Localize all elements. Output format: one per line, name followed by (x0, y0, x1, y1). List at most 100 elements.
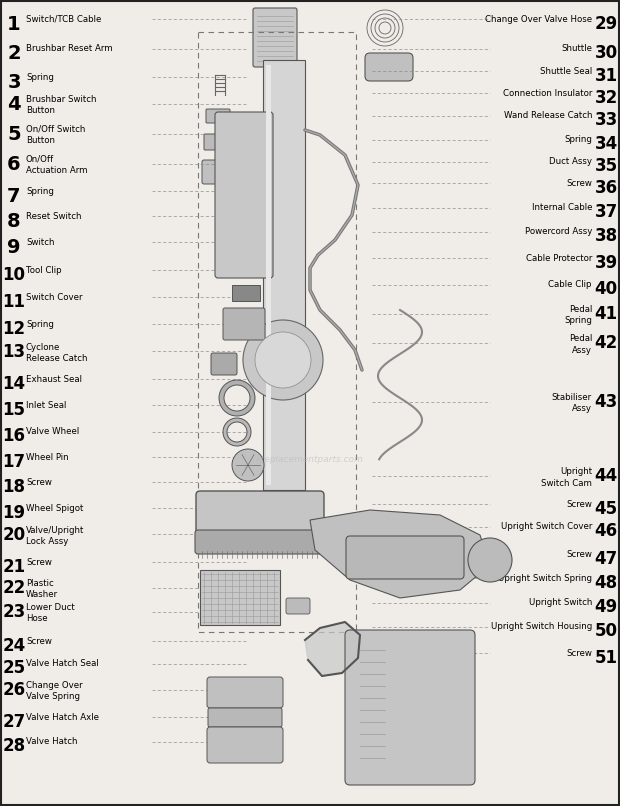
Text: 51: 51 (595, 649, 618, 667)
FancyBboxPatch shape (195, 530, 325, 554)
Text: Cable Protector: Cable Protector (526, 254, 592, 263)
Text: Upright Switch Housing: Upright Switch Housing (491, 622, 592, 631)
Text: 49: 49 (595, 598, 618, 616)
FancyBboxPatch shape (202, 160, 234, 184)
FancyBboxPatch shape (207, 677, 283, 708)
Text: 1: 1 (7, 15, 21, 34)
FancyBboxPatch shape (215, 112, 273, 278)
Bar (200, 570, 280, 625)
Text: 2: 2 (7, 44, 21, 64)
Text: 31: 31 (595, 67, 618, 85)
Text: 3: 3 (7, 73, 20, 92)
Text: Switch: Switch (26, 238, 55, 247)
Text: Upright Switch Cover: Upright Switch Cover (500, 522, 592, 531)
FancyBboxPatch shape (223, 308, 265, 340)
Text: 19: 19 (2, 504, 25, 521)
Text: 24: 24 (2, 637, 25, 654)
FancyBboxPatch shape (253, 8, 297, 67)
Text: 35: 35 (595, 157, 618, 175)
Text: Valve Hatch: Valve Hatch (26, 737, 78, 746)
Text: 28: 28 (2, 737, 25, 755)
Text: On/Off
Actuation Arm: On/Off Actuation Arm (26, 155, 87, 175)
Circle shape (468, 538, 512, 582)
Text: Brushbar Switch
Button: Brushbar Switch Button (26, 95, 97, 115)
Text: 41: 41 (595, 305, 618, 322)
Text: ereplacementparts.com: ereplacementparts.com (256, 455, 364, 464)
Text: 42: 42 (595, 334, 618, 352)
Text: Shuttle Seal: Shuttle Seal (540, 67, 592, 76)
Text: Spring: Spring (26, 73, 54, 81)
Text: 23: 23 (2, 603, 25, 621)
Text: 25: 25 (2, 659, 25, 677)
Text: Reset Switch: Reset Switch (26, 212, 81, 221)
Text: Screw: Screw (26, 478, 52, 487)
Text: Valve/Upright
Lock Assy: Valve/Upright Lock Assy (26, 526, 84, 546)
Text: 36: 36 (595, 179, 618, 197)
Text: Duct Assy: Duct Assy (549, 157, 592, 166)
FancyBboxPatch shape (206, 109, 230, 123)
Text: Screw: Screw (26, 637, 52, 646)
Text: 46: 46 (595, 522, 618, 540)
FancyBboxPatch shape (204, 134, 231, 150)
Bar (198, 32, 356, 632)
FancyBboxPatch shape (346, 536, 464, 579)
Text: 4: 4 (7, 95, 21, 114)
Text: 32: 32 (595, 89, 618, 106)
Text: 15: 15 (2, 401, 25, 418)
Text: Valve Hatch Seal: Valve Hatch Seal (26, 659, 99, 668)
Text: Lower Duct
Hose: Lower Duct Hose (26, 603, 75, 623)
Bar (266, 65, 271, 485)
Text: 20: 20 (2, 526, 25, 543)
Text: 14: 14 (2, 375, 25, 393)
Text: 34: 34 (595, 135, 618, 153)
Text: Powercord Assy: Powercord Assy (525, 227, 592, 236)
Text: Stabiliser
Assy: Stabiliser Assy (552, 393, 592, 413)
Text: Cyclone
Release Catch: Cyclone Release Catch (26, 343, 87, 363)
Text: 13: 13 (2, 343, 25, 360)
Text: Spring: Spring (564, 135, 592, 144)
Circle shape (232, 449, 264, 481)
Text: 50: 50 (595, 622, 618, 640)
Text: Screw: Screw (26, 558, 52, 567)
Text: 10: 10 (2, 266, 25, 284)
Text: 47: 47 (595, 550, 618, 567)
Polygon shape (310, 510, 490, 598)
Text: 6: 6 (7, 155, 21, 174)
Text: 45: 45 (595, 500, 618, 517)
Text: Wand Release Catch: Wand Release Catch (503, 111, 592, 120)
Text: Upright Switch Spring: Upright Switch Spring (498, 574, 592, 583)
Text: Brushbar Reset Arm: Brushbar Reset Arm (26, 44, 113, 53)
Text: 5: 5 (7, 125, 21, 144)
Text: Shuttle: Shuttle (561, 44, 592, 53)
Text: 44: 44 (595, 467, 618, 485)
Text: 40: 40 (595, 280, 618, 298)
Text: Switch Cover: Switch Cover (26, 293, 82, 301)
Text: Switch/TCB Cable: Switch/TCB Cable (26, 15, 102, 23)
Text: Valve Wheel: Valve Wheel (26, 427, 79, 436)
Text: 7: 7 (7, 187, 20, 206)
Text: Spring: Spring (26, 187, 54, 196)
Text: Cable Clip: Cable Clip (549, 280, 592, 289)
Text: 16: 16 (2, 427, 25, 445)
Text: Screw: Screw (566, 649, 592, 658)
FancyBboxPatch shape (208, 708, 282, 727)
Text: Screw: Screw (566, 179, 592, 188)
Text: 21: 21 (2, 558, 25, 575)
Text: Tool Clip: Tool Clip (26, 266, 61, 275)
Text: 12: 12 (2, 320, 25, 338)
Text: Spring: Spring (26, 320, 54, 329)
Text: 18: 18 (2, 478, 25, 496)
Text: 26: 26 (2, 681, 25, 699)
Text: Connection Insulator: Connection Insulator (503, 89, 592, 98)
Text: 39: 39 (595, 254, 618, 272)
Text: Plastic
Washer: Plastic Washer (26, 579, 58, 599)
Text: Screw: Screw (566, 550, 592, 559)
Text: Valve Hatch Axle: Valve Hatch Axle (26, 713, 99, 721)
Text: Screw: Screw (566, 500, 592, 509)
Text: Exhaust Seal: Exhaust Seal (26, 375, 82, 384)
Text: 43: 43 (595, 393, 618, 411)
FancyBboxPatch shape (211, 353, 237, 375)
Text: 37: 37 (595, 203, 618, 221)
Bar (263, 60, 305, 490)
Text: 17: 17 (2, 453, 25, 471)
